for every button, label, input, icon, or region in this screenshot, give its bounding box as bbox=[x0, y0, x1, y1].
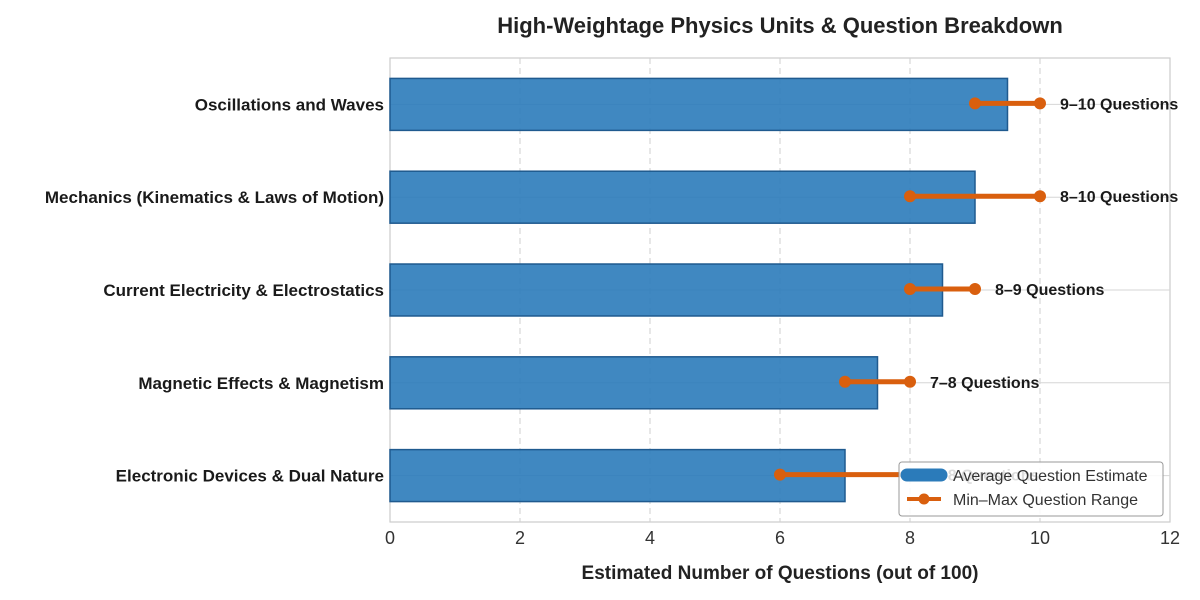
legend-label-range: Min–Max Question Range bbox=[953, 492, 1138, 509]
category-labels: Oscillations and Waves Mechanics (Kinemat… bbox=[45, 95, 384, 485]
legend-range-marker bbox=[918, 493, 930, 505]
chart-title: High-Weightage Physics Units & Question … bbox=[497, 13, 1063, 38]
range-min-point bbox=[839, 375, 851, 388]
range-min-point bbox=[904, 283, 916, 295]
x-tick-label: 8 bbox=[905, 528, 915, 548]
range-max-point bbox=[1034, 190, 1046, 203]
range-max-point bbox=[904, 375, 916, 388]
bar bbox=[389, 448, 846, 503]
category-label: Current Electricity & Electrostatics bbox=[103, 281, 384, 300]
range-max-point bbox=[969, 283, 981, 295]
x-axis-label: Estimated Number of Questions (out of 10… bbox=[582, 563, 979, 584]
range-label: 7–8 Questions bbox=[930, 375, 1039, 392]
x-tick-label: 12 bbox=[1160, 528, 1180, 548]
category-label: Magnetic Effects & Magnetism bbox=[138, 374, 384, 393]
x-tick-labels: 0 2 4 6 8 10 12 bbox=[385, 528, 1180, 548]
bar bbox=[389, 77, 1009, 132]
category-label: Mechanics (Kinematics & Laws of Motion) bbox=[45, 188, 384, 207]
legend: Average Question Estimate Min–Max Questi… bbox=[898, 461, 1164, 517]
range-label: 8–9 Questions bbox=[995, 282, 1104, 299]
bar bbox=[389, 263, 944, 317]
bar bbox=[389, 170, 976, 224]
x-tick-label: 0 bbox=[385, 528, 395, 548]
x-tick-label: 10 bbox=[1030, 528, 1050, 548]
range-min-point bbox=[904, 190, 916, 203]
x-tick-label: 6 bbox=[775, 528, 785, 548]
bar bbox=[389, 356, 879, 410]
range-max-point bbox=[1034, 97, 1046, 110]
category-label: Electronic Devices & Dual Nature bbox=[116, 467, 384, 486]
legend-box bbox=[898, 461, 1164, 517]
category-label: Oscillations and Waves bbox=[195, 95, 384, 114]
range-label: 9–10 Questions bbox=[1060, 96, 1178, 113]
range-min-point bbox=[774, 468, 786, 481]
range-min-point bbox=[969, 97, 981, 110]
x-tick-label: 4 bbox=[645, 528, 655, 548]
range-markers bbox=[774, 97, 1046, 481]
legend-label-average: Average Question Estimate bbox=[953, 468, 1148, 485]
bars bbox=[389, 77, 1009, 503]
range-label: 8–10 Questions bbox=[1060, 189, 1178, 206]
x-tick-label: 2 bbox=[515, 528, 525, 548]
